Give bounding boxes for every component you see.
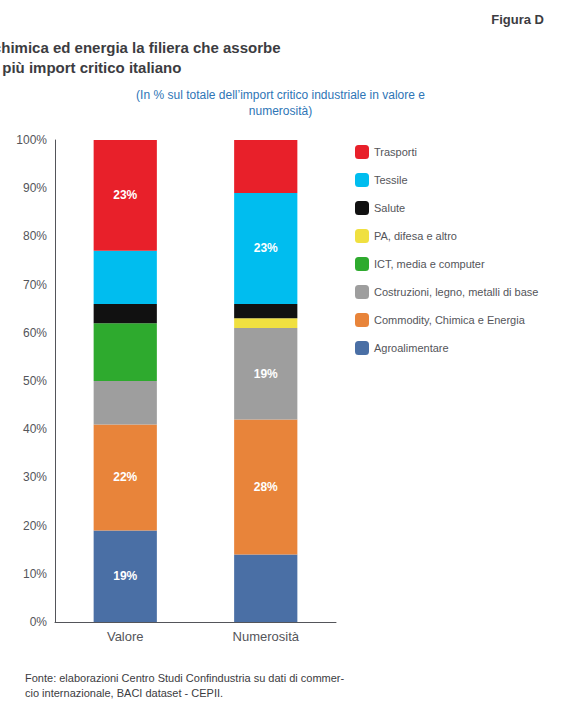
svg-text:Figura D: Figura D (491, 12, 544, 27)
svg-text:Salute: Salute (374, 202, 405, 214)
svg-text:70%: 70% (23, 278, 47, 292)
svg-text:Fonte: elaborazioni Centro Stu: Fonte: elaborazioni Centro Studi Confind… (25, 672, 344, 684)
svg-text:90%: 90% (23, 181, 47, 195)
svg-text:23%: 23% (254, 241, 278, 255)
svg-text:PA, difesa e altro: PA, difesa e altro (374, 230, 457, 242)
svg-text:23%: 23% (113, 188, 137, 202)
svg-text:Tessile: Tessile (374, 174, 408, 186)
svg-text:100%: 100% (16, 133, 47, 147)
svg-text:60%: 60% (23, 326, 47, 340)
svg-text:50%: 50% (23, 374, 47, 388)
svg-text:Commodity, chimica ed energia: Commodity, chimica ed energia la filiera… (0, 39, 281, 56)
svg-text:28%: 28% (254, 480, 278, 494)
svg-text:numerosità): numerosità) (249, 104, 312, 118)
svg-text:più import critico italiano: più import critico italiano (2, 59, 181, 76)
svg-text:Trasporti: Trasporti (374, 146, 417, 158)
svg-text:80%: 80% (23, 229, 47, 243)
svg-text:ICT, media e computer: ICT, media e computer (374, 258, 485, 270)
svg-text:(In % sul totale dell’import c: (In % sul totale dell’import critico ind… (136, 88, 425, 102)
svg-text:10%: 10% (23, 567, 47, 581)
svg-text:40%: 40% (23, 422, 47, 436)
svg-text:19%: 19% (254, 367, 278, 381)
svg-text:cio internazionale, BACI datas: cio internazionale, BACI dataset - CEPII… (25, 687, 223, 699)
svg-text:20%: 20% (23, 519, 47, 533)
svg-text:Numerosità: Numerosità (233, 629, 300, 644)
svg-text:Valore: Valore (107, 629, 144, 644)
svg-text:19%: 19% (113, 569, 137, 583)
svg-text:0%: 0% (30, 615, 48, 629)
svg-text:30%: 30% (23, 470, 47, 484)
svg-text:Costruzioni, legno, metalli di: Costruzioni, legno, metalli di base (374, 286, 538, 298)
svg-text:Agroalimentare: Agroalimentare (374, 342, 449, 354)
svg-text:22%: 22% (113, 470, 137, 484)
svg-text:Commodity, Chimica e Energia: Commodity, Chimica e Energia (374, 314, 526, 326)
